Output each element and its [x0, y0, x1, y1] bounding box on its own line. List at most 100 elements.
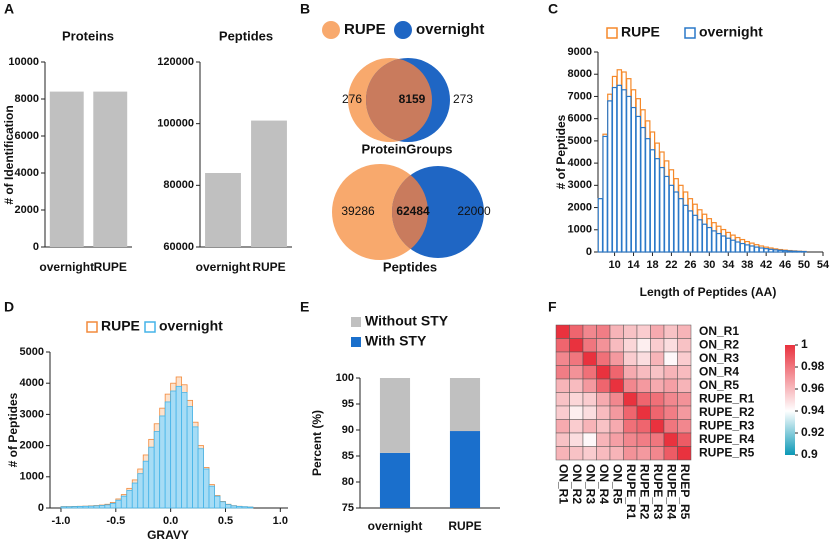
heatmap-cell: [663, 392, 678, 407]
x-tick-label: 0.0: [163, 515, 178, 527]
x-tick-label: 34: [722, 259, 735, 271]
heatmap-cell: [623, 392, 638, 407]
histogram-bar: [739, 242, 746, 253]
venn-count: 276: [342, 92, 362, 106]
col-label: ON_R4: [597, 464, 611, 504]
histogram-bar: [120, 495, 128, 509]
histogram-bar: [181, 392, 188, 509]
y-tick-label: 0: [33, 241, 39, 253]
row-label: RUPE_R5: [699, 445, 755, 459]
y-tick-label: 8000: [15, 93, 39, 105]
y-axis-label: # of Peptides: [554, 114, 568, 189]
y-tick-label: 100: [336, 372, 354, 384]
venn-count: 22000: [457, 204, 491, 218]
y-tick-label: 2000: [568, 201, 592, 213]
y-axis-label: Percent (%): [310, 410, 324, 476]
heatmap-cell: [609, 446, 624, 461]
row-label: ON_R1: [699, 324, 739, 338]
heatmap-cell: [636, 446, 651, 461]
col-label: RUPE_R4: [665, 464, 679, 520]
heatmap-cell: [582, 338, 597, 353]
heatmap-cell: [555, 405, 570, 420]
histogram-bar: [706, 226, 713, 253]
histogram-bar: [621, 89, 627, 253]
colorbar-tick-label: 0.92: [801, 425, 825, 439]
heatmap-cell: [555, 392, 570, 407]
y-tick-label: 9000: [568, 46, 592, 58]
histogram-bar: [60, 506, 67, 509]
histogram-bar: [692, 214, 698, 253]
y-tick-label: 1000: [568, 224, 592, 236]
col-label: ON_R1: [557, 464, 571, 504]
heatmap-cell: [623, 324, 638, 339]
histogram-bar: [597, 198, 604, 253]
heatmap-cell: [677, 338, 692, 353]
histogram-bar: [782, 250, 788, 253]
heatmap-cell: [663, 419, 678, 434]
y-tick-label: 7000: [568, 90, 592, 102]
x-tick-label: 22: [665, 259, 677, 271]
x-tick-label: -0.5: [106, 515, 125, 527]
x-tick-label: 38: [741, 259, 753, 271]
heatmap-cell: [582, 405, 597, 420]
heatmap-cell: [555, 419, 570, 434]
heatmap-cell: [596, 419, 611, 434]
y-tick-label: 100000: [157, 118, 194, 130]
heatmap-cell: [569, 432, 584, 447]
bar-segment: [449, 431, 481, 508]
x-tick-label: -1.0: [51, 515, 70, 527]
y-tick-label: 4000: [20, 377, 44, 389]
heatmap-cell: [650, 419, 665, 434]
legend-swatch: [144, 321, 156, 333]
heatmap-cell: [609, 324, 624, 339]
histogram-bar: [236, 506, 243, 509]
x-tick-label: 26: [684, 259, 696, 271]
heatmap-cell: [609, 378, 624, 393]
legend-swatch: [684, 27, 696, 39]
y-tick-label: 85: [342, 450, 354, 462]
heatmap-cell: [636, 351, 651, 366]
histogram-bar: [697, 219, 703, 253]
heatmap-cell: [650, 405, 665, 420]
heatmap-cell: [569, 378, 584, 393]
heatmap-cell: [677, 392, 692, 407]
colorbar-tick-label: 0.96: [801, 381, 825, 395]
y-tick-label: 95: [342, 398, 354, 410]
heatmap-cell: [663, 405, 678, 420]
histogram-bar: [796, 250, 803, 253]
panel-label: D: [4, 299, 14, 315]
histogram-bar: [82, 505, 89, 509]
y-tick-label: 0: [38, 502, 44, 514]
row-label: RUPE_R1: [699, 391, 755, 405]
y-tick-label: 120000: [157, 56, 194, 68]
heatmap-cell: [569, 351, 584, 366]
histogram-bar: [640, 126, 646, 253]
histogram-bar: [611, 86, 618, 253]
col-label: ON_R3: [584, 464, 598, 504]
histogram-bar: [725, 237, 731, 253]
legend-swatch: [606, 27, 618, 39]
heatmap-cell: [569, 419, 584, 434]
legend-label: RUPE: [621, 24, 660, 40]
heatmap-cell: [582, 378, 597, 393]
histogram-bar: [225, 504, 232, 509]
heatmap-cell: [623, 405, 638, 420]
legend-label: overnight: [699, 24, 763, 40]
bar: [49, 91, 84, 247]
panel-label: A: [4, 1, 14, 17]
histogram-bar: [753, 246, 760, 253]
y-tick-label: 10000: [8, 56, 39, 68]
histogram-bar: [230, 505, 237, 509]
heatmap-cell: [596, 365, 611, 380]
histogram-bar: [98, 505, 106, 509]
x-tick-label: RUPE: [94, 260, 127, 274]
bar-segment: [379, 378, 411, 453]
heatmap-cell: [663, 446, 678, 461]
histogram-bar: [219, 501, 226, 509]
row-label: RUPE_R4: [699, 432, 755, 446]
panel-label: B: [300, 1, 310, 17]
y-tick-label: 6000: [568, 113, 592, 125]
histogram-bar: [71, 506, 78, 509]
heatmap-cell: [596, 338, 611, 353]
heatmap-cell: [636, 405, 651, 420]
